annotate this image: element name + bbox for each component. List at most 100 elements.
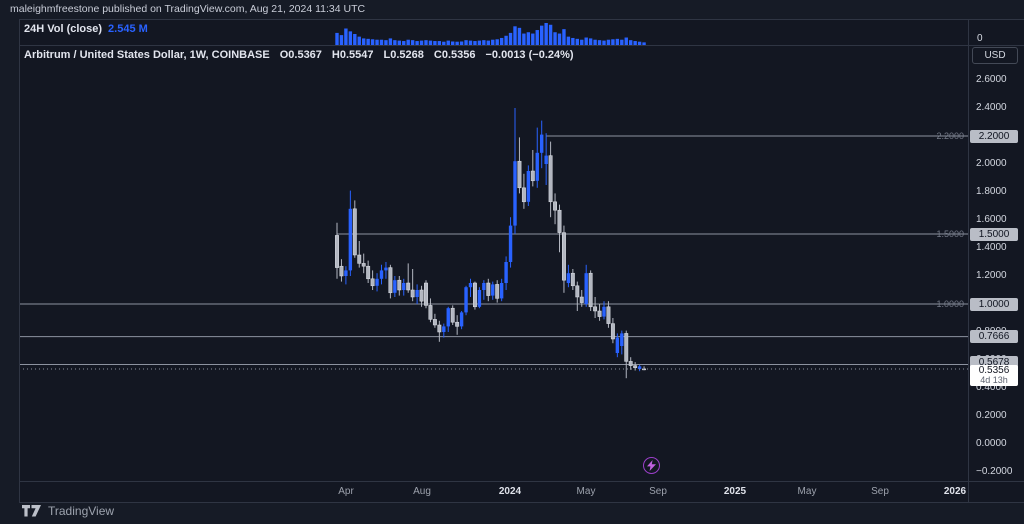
volume-bar	[393, 40, 397, 45]
candle-down	[366, 265, 371, 280]
volume-bar	[370, 39, 375, 45]
volume-bar	[362, 38, 366, 45]
volume-bar	[357, 36, 361, 45]
volume-bar	[522, 33, 526, 45]
price-axis-border[interactable]	[968, 20, 969, 502]
time-tick-2025: 2025	[723, 486, 747, 497]
candle-down	[406, 282, 411, 291]
volume-bar	[580, 39, 584, 45]
volume-bar	[540, 25, 544, 45]
candle-up	[615, 337, 620, 353]
candle-down	[562, 232, 566, 281]
candle-up	[344, 270, 348, 276]
candle-up	[402, 283, 406, 290]
candle-up	[637, 366, 642, 370]
candle-down	[593, 306, 598, 312]
price-level-badge-2.2000: 2.2000	[970, 129, 1018, 143]
volume-bar	[459, 41, 464, 45]
volume-bar	[335, 32, 339, 45]
candle-down	[530, 170, 535, 182]
candle-down	[628, 361, 633, 366]
published-banner: maleighmfreestone published on TradingVi…	[10, 3, 366, 15]
candle-up	[446, 308, 450, 327]
flash-idea-marker[interactable]	[643, 457, 660, 474]
volume-bar	[499, 37, 504, 45]
time-tick-2026: 2026	[943, 486, 967, 497]
symbol-title: Arbitrum / United States Dollar, 1W, COI…	[24, 49, 270, 61]
volume-bar	[348, 31, 353, 45]
volume-bar	[473, 41, 477, 45]
tradingview-logo-icon[interactable]	[22, 505, 41, 517]
candle-up	[468, 283, 473, 288]
candle-down	[424, 282, 428, 306]
candle-down	[588, 272, 593, 308]
volume-bar	[553, 32, 557, 45]
footer-bar: TradingView	[22, 504, 114, 518]
candle-down	[432, 319, 437, 326]
volume-bar	[624, 37, 628, 45]
volume-bar	[584, 37, 588, 45]
candle-up	[393, 280, 397, 293]
volume-bar	[531, 33, 535, 45]
volume-bar	[446, 40, 450, 45]
candle-down	[633, 365, 638, 368]
candle-down	[553, 201, 557, 211]
volume-bar	[388, 38, 393, 45]
price-level-badge-0.7666: 0.7666	[970, 330, 1018, 344]
volume-bar	[375, 39, 379, 45]
banner-divider	[19, 19, 1024, 20]
volume-bar	[544, 23, 548, 45]
candle-down	[486, 282, 491, 296]
candle-up	[415, 290, 419, 297]
volume-bar	[629, 40, 633, 45]
candle-up	[513, 161, 517, 226]
price-tick-2.0000: 2.0000	[976, 158, 1007, 169]
candle-down	[548, 155, 553, 203]
volume-bar	[384, 40, 388, 45]
volume-study-legend[interactable]: 24H Vol (close) 2.545 M	[24, 22, 148, 36]
time-tick-Sep: Sep	[871, 486, 889, 497]
candle-up	[526, 171, 531, 202]
volume-bar	[428, 40, 433, 45]
time-tick-May: May	[576, 486, 596, 497]
candle-up	[477, 290, 482, 307]
ohlc-high: H0.5547	[331, 49, 374, 61]
volume-bar	[526, 32, 531, 45]
volume-bar	[508, 32, 513, 45]
candle-down	[575, 285, 580, 298]
volume-bar	[588, 38, 593, 45]
candle-down	[606, 306, 611, 324]
symbol-legend[interactable]: Arbitrum / United States Dollar, 1W, COI…	[24, 49, 574, 61]
candle-up	[482, 283, 486, 290]
candle-up	[464, 287, 468, 313]
volume-pane-divider	[19, 45, 1024, 46]
ohlc-close: C0.5356	[433, 49, 476, 61]
candle-up	[620, 333, 624, 346]
volume-bar	[637, 41, 642, 45]
bar-close-countdown: 4d 13h	[980, 374, 1008, 385]
volume-bar	[491, 39, 495, 45]
volume-bar	[562, 29, 566, 45]
volume-bar	[633, 41, 637, 45]
candle-down	[419, 289, 424, 302]
time-axis-divider	[19, 481, 1024, 482]
currency-unit-button[interactable]: USD	[972, 47, 1018, 64]
price-tick-1.4000: 1.4000	[976, 242, 1007, 253]
volume-study-value: 2.545 M	[108, 23, 148, 35]
current-price-badge: 0.5356 4d 13h	[970, 364, 1018, 386]
time-tick-2024: 2024	[498, 486, 522, 497]
left-edge-border	[19, 20, 20, 502]
candle-down	[517, 160, 522, 189]
volume-bar	[415, 41, 419, 45]
volume-axis-zero: 0	[977, 33, 983, 44]
tradingview-logo-text[interactable]: TradingView	[48, 504, 115, 518]
candle-up	[379, 270, 384, 279]
candle-down	[473, 282, 477, 308]
candle-up	[491, 284, 495, 296]
volume-bar	[642, 42, 646, 45]
candle-down	[339, 265, 344, 277]
candle-down	[357, 254, 362, 264]
volume-bar	[517, 27, 522, 45]
candle-down	[579, 296, 584, 303]
